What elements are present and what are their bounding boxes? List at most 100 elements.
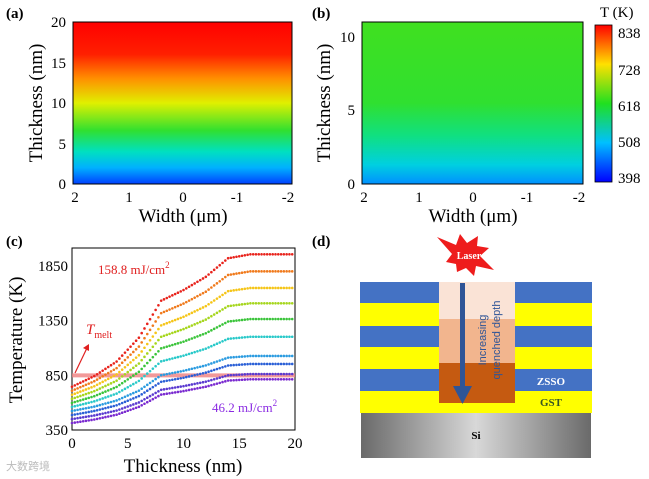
data-point xyxy=(168,320,171,324)
data-point xyxy=(271,372,275,376)
data-point xyxy=(212,368,216,372)
data-point xyxy=(132,407,135,411)
data-point xyxy=(70,385,74,389)
data-point xyxy=(171,378,174,382)
data-point xyxy=(123,372,127,376)
data-point xyxy=(288,377,291,381)
data-point xyxy=(173,318,177,322)
data-point xyxy=(145,372,149,375)
data-point xyxy=(226,256,230,260)
data-point xyxy=(218,279,222,283)
data-point xyxy=(251,354,255,358)
data-point xyxy=(115,366,118,370)
data-point xyxy=(243,253,247,257)
data-point xyxy=(285,270,288,273)
data-point xyxy=(90,410,93,413)
data-point xyxy=(243,302,247,306)
data-point xyxy=(224,275,227,279)
y-axis-label-a: Thickness (nm) xyxy=(26,44,47,163)
data-point xyxy=(109,400,113,404)
data-point xyxy=(109,376,113,379)
data-point xyxy=(187,312,191,316)
data-point xyxy=(226,356,230,359)
data-point xyxy=(90,386,93,389)
data-point xyxy=(249,270,252,273)
data-point xyxy=(120,368,124,371)
data-point xyxy=(90,400,93,404)
data-point xyxy=(212,313,216,316)
data-point xyxy=(90,395,93,399)
data-point xyxy=(123,400,127,404)
data-point xyxy=(79,408,82,411)
data-point xyxy=(196,308,199,312)
zsso-label: ZSSO xyxy=(537,376,566,388)
data-point xyxy=(104,367,107,371)
data-point xyxy=(290,372,294,376)
data-point xyxy=(162,373,166,376)
data-point xyxy=(151,313,155,316)
data-point xyxy=(165,309,169,313)
data-point xyxy=(132,358,135,362)
data-point xyxy=(104,402,107,405)
data-point xyxy=(106,406,110,409)
data-point xyxy=(93,389,96,393)
data-point xyxy=(260,354,263,358)
data-point xyxy=(101,416,104,420)
x-tick: 0 xyxy=(179,190,187,206)
data-point xyxy=(221,380,224,384)
data-point xyxy=(173,386,177,389)
data-point xyxy=(159,335,163,339)
data-point xyxy=(176,370,180,374)
data-point xyxy=(171,294,174,297)
panel-a: (a) 0 5 10 15 20 2 1 0 -1 -2 Width (μm) … xyxy=(6,6,294,227)
colorbar-tick: 838 xyxy=(618,26,641,42)
data-point xyxy=(207,363,210,366)
data-point xyxy=(93,384,96,388)
data-point xyxy=(151,324,155,327)
data-point xyxy=(148,317,152,321)
data-point xyxy=(212,284,216,287)
data-point xyxy=(118,408,121,411)
data-point xyxy=(187,352,191,356)
si-label: Si xyxy=(471,430,480,442)
data-point xyxy=(204,290,208,293)
data-point xyxy=(210,301,213,304)
data-point xyxy=(173,371,177,374)
data-point xyxy=(143,385,146,389)
data-point xyxy=(123,395,127,399)
data-point xyxy=(176,390,180,394)
data-point xyxy=(285,253,288,256)
arrow-text: Increasing quenched depth xyxy=(477,301,503,380)
data-point xyxy=(151,379,155,383)
data-point xyxy=(145,361,149,365)
data-point xyxy=(104,379,107,382)
data-point xyxy=(76,420,79,424)
data-point xyxy=(106,401,110,405)
data-point xyxy=(95,417,99,421)
series-8 xyxy=(70,362,294,417)
data-point xyxy=(282,335,286,339)
data-point xyxy=(257,301,261,305)
data-point xyxy=(282,317,286,321)
data-point xyxy=(118,357,121,360)
data-point xyxy=(73,421,77,424)
data-point xyxy=(148,381,152,385)
data-point xyxy=(132,391,135,395)
data-point xyxy=(73,384,77,387)
data-point xyxy=(87,406,91,409)
data-point xyxy=(168,378,171,382)
data-point xyxy=(168,372,171,375)
data-point xyxy=(84,397,88,401)
data-point xyxy=(129,361,132,364)
data-point xyxy=(285,377,288,381)
data-point xyxy=(249,335,252,339)
colorbar-tick: 728 xyxy=(618,63,641,79)
data-point xyxy=(154,320,157,323)
data-point xyxy=(87,377,91,381)
panel-d: (d) Increasing quenched depth ZSSO GST Si… xyxy=(312,234,592,458)
data-point xyxy=(171,307,174,310)
data-point xyxy=(268,377,272,381)
depth-arrow xyxy=(460,283,465,388)
data-point xyxy=(126,409,130,413)
data-point xyxy=(260,335,263,339)
